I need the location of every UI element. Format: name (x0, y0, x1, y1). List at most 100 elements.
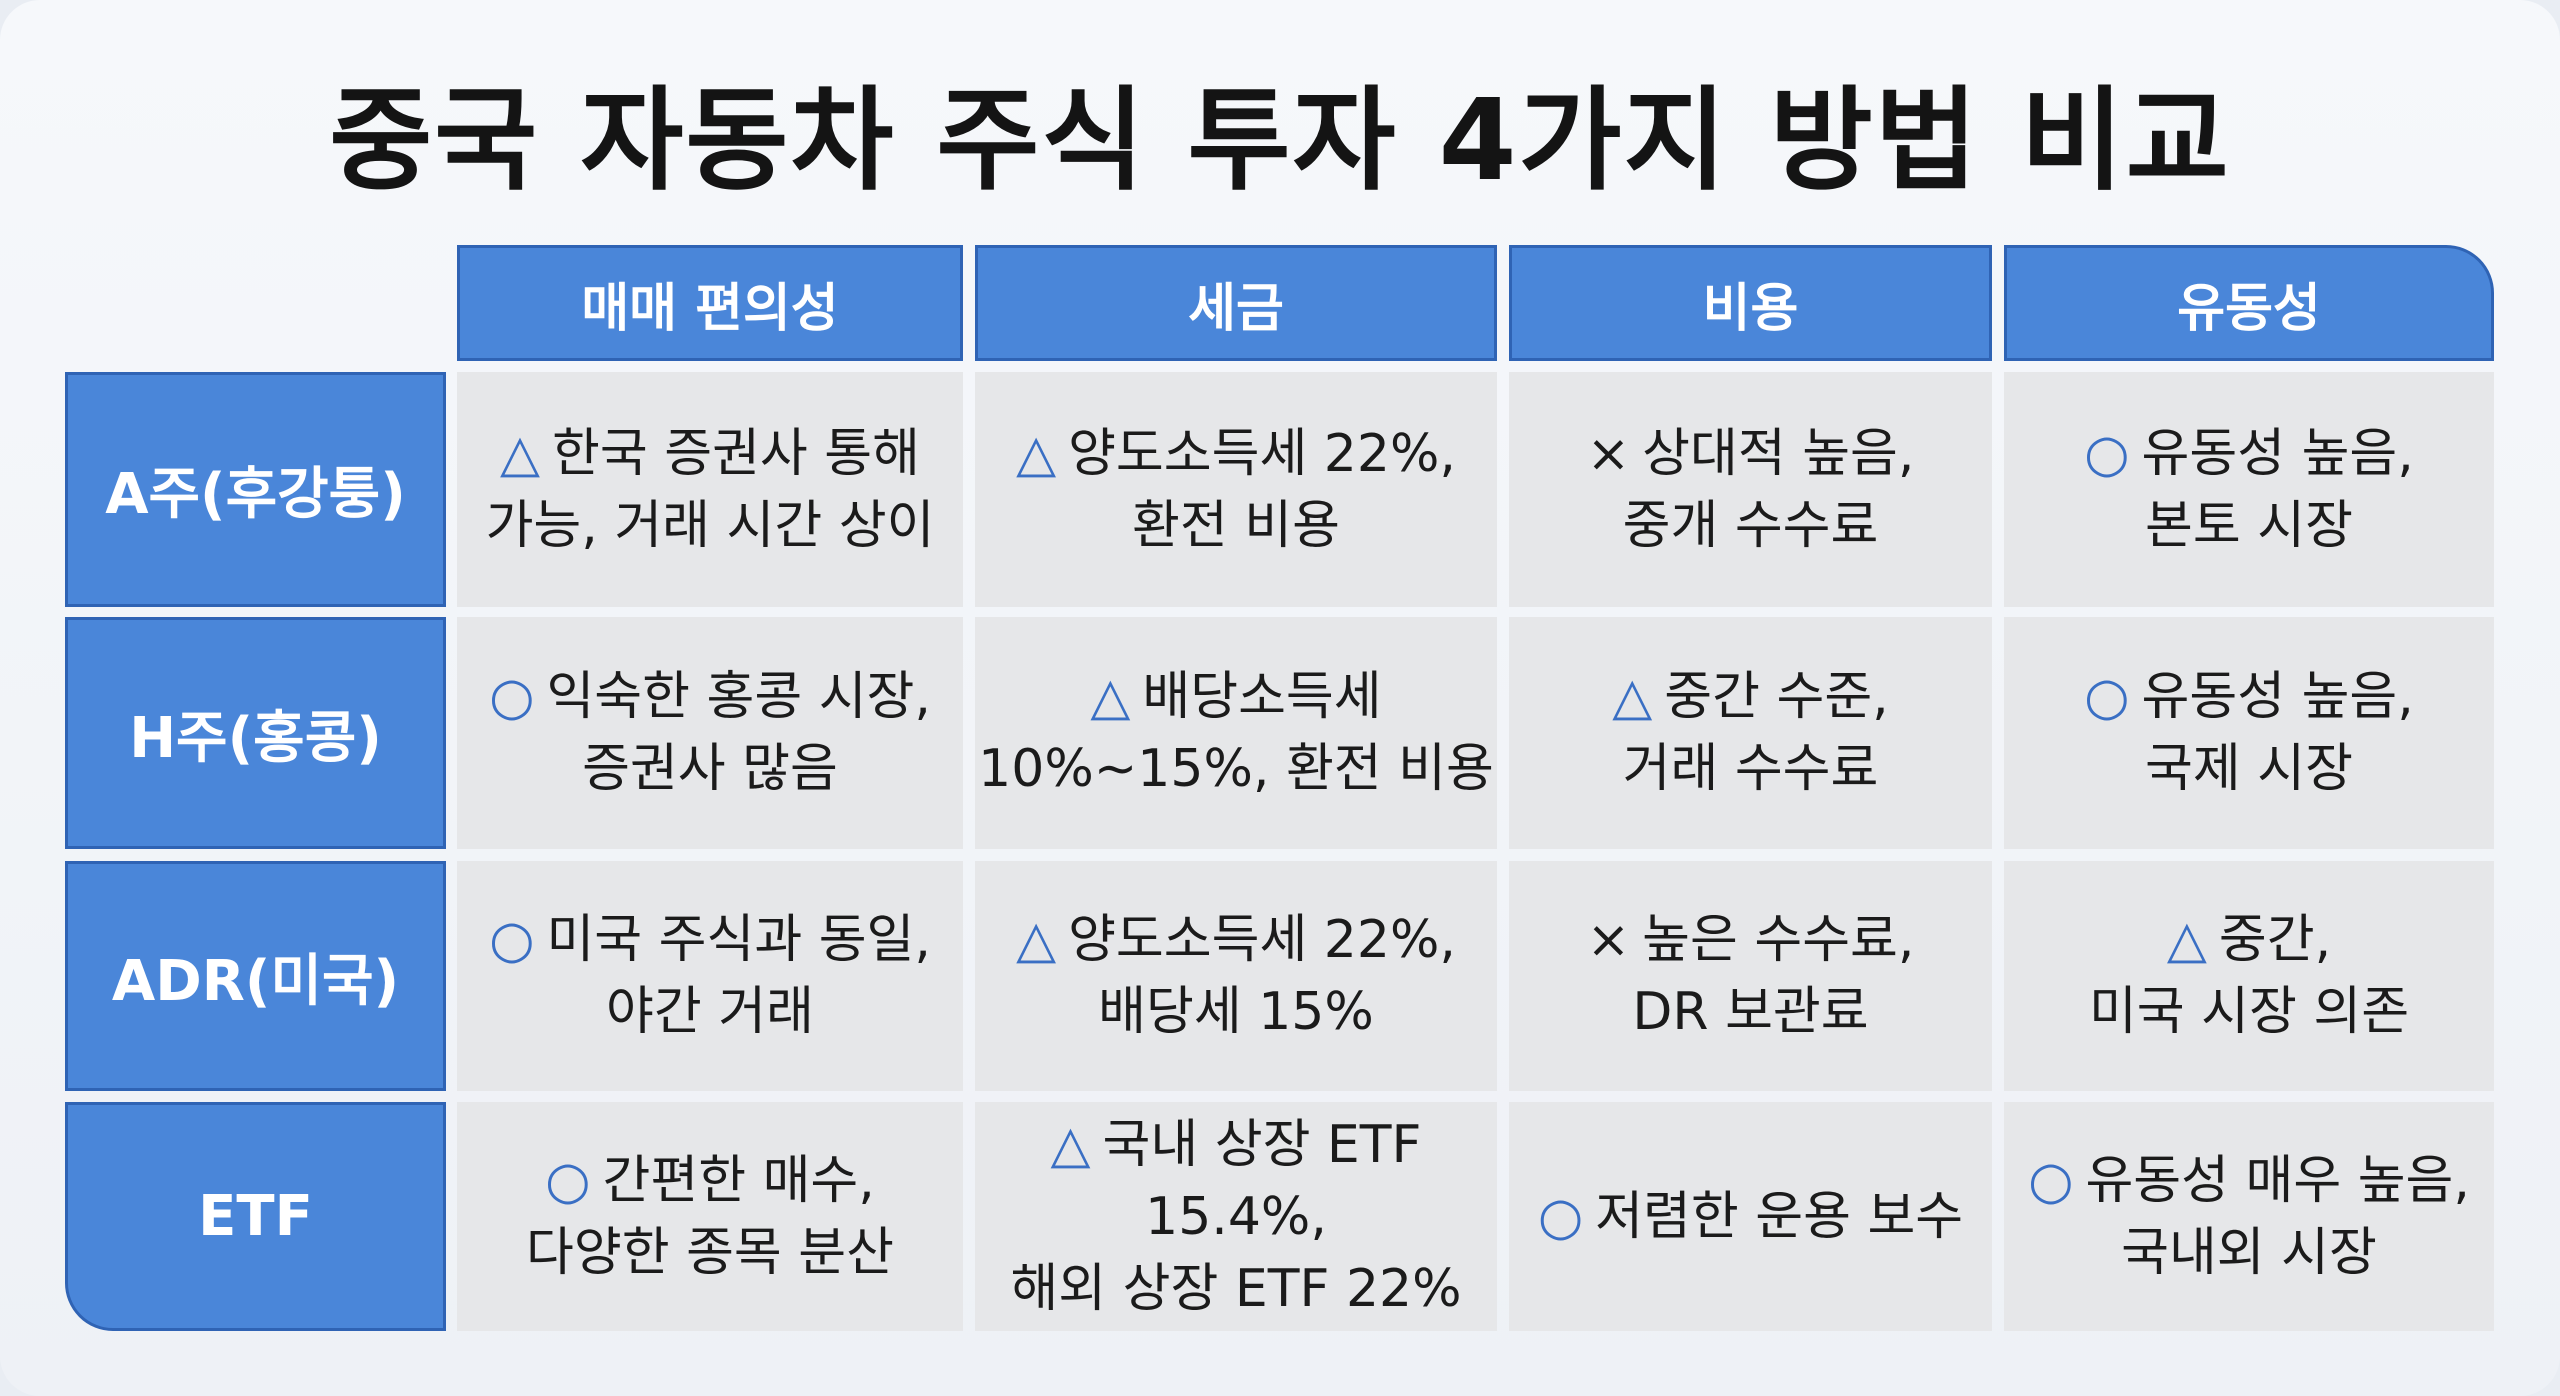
cell-line: 다양한 종목 분산 (526, 1217, 894, 1289)
status-symbol: △ (1016, 423, 1057, 484)
cell-line: ○ 유동성 높음, (2084, 661, 2414, 733)
cell-line: △ 배당소득세 (1090, 661, 1381, 733)
cell-line: 가능, 거래 시간 상이 (486, 490, 935, 562)
cell-line: × 상대적 높음, (1587, 418, 1915, 490)
cell-line: 야간 거래 (606, 976, 814, 1048)
column-header: 유동성 (2004, 245, 2494, 361)
cell-text: 국내외 시장 (2121, 1222, 2377, 1283)
cell-text: 배당소득세 (1142, 667, 1382, 727)
row-label: H주(홍콩) (65, 617, 446, 849)
table-cell: ○ 유동성 높음, 국제 시장 (2004, 617, 2494, 849)
column-header: 매매 편의성 (457, 245, 963, 361)
cell-line: △ 한국 증권사 통해 (500, 418, 920, 490)
status-symbol: × (1586, 910, 1631, 970)
cell-line: 환전 비용 (1132, 490, 1340, 562)
table-cell: △ 국내 상장 ETF 15.4%, 해외 상장 ETF 22% (975, 1102, 1497, 1331)
cell-line: △ 양도소득세 22%, (1016, 418, 1456, 490)
cell-text: 중간, (2218, 910, 2332, 970)
status-symbol: ○ (2084, 423, 2130, 484)
cell-text: 중개 수수료 (1622, 495, 1879, 556)
table-cell: × 높은 수수료, DR 보관료 (1509, 861, 1992, 1091)
cell-line: 국제 시장 (2145, 733, 2353, 805)
row-label: A주(후강퉁) (65, 372, 446, 607)
cell-text: 배당세 15% (1098, 982, 1374, 1042)
status-symbol: △ (500, 423, 541, 484)
cell-text: DR 보관료 (1632, 982, 1869, 1042)
cell-line: 본토 시장 (2145, 490, 2353, 562)
cell-line: ○ 익숙한 홍콩 시장, (489, 661, 931, 733)
table-cell: △ 배당소득세 10%~15%, 환전 비용 (975, 617, 1497, 849)
cell-text: 상대적 높음, (1642, 423, 1915, 484)
table-cell: × 상대적 높음, 중개 수수료 (1509, 372, 1992, 607)
cell-line: 중개 수수료 (1623, 490, 1879, 562)
cell-line: △ 중간, (2167, 904, 2331, 976)
status-symbol: △ (1090, 667, 1131, 727)
cell-text: 증권사 많음 (582, 739, 838, 799)
cell-text: 한국 증권사 통해 (552, 423, 920, 484)
cell-line: 해외 상장 ETF 22% (1010, 1253, 1461, 1325)
table-cell: △ 양도소득세 22%, 환전 비용 (975, 372, 1497, 607)
cell-line: 증권사 많음 (582, 733, 838, 805)
cell-line: 배당세 15% (1098, 976, 1374, 1048)
cell-text: 중간 수준, (1664, 667, 1889, 727)
cell-text: 유동성 높음, (2141, 423, 2414, 484)
cell-line: ○ 유동성 높음, (2084, 418, 2414, 490)
table-cell: ○ 미국 주식과 동일, 야간 거래 (457, 861, 963, 1091)
cell-line: ○ 미국 주식과 동일, (489, 904, 931, 976)
cell-text: 간편한 매수, (602, 1150, 875, 1211)
status-symbol: △ (1016, 910, 1057, 970)
table-cell: ○ 유동성 매우 높음, 국내외 시장 (2004, 1102, 2494, 1331)
row-label: ADR(미국) (65, 861, 446, 1091)
table-cell: ○ 간편한 매수, 다양한 종목 분산 (457, 1102, 963, 1331)
cell-text: 환전 비용 (1132, 495, 1340, 556)
status-symbol: ○ (489, 910, 535, 970)
status-symbol: × (1586, 423, 1631, 484)
table-cell: △ 한국 증권사 통해 가능, 거래 시간 상이 (457, 372, 963, 607)
cell-line: △ 중간 수준, (1612, 661, 1888, 733)
cell-text: 야간 거래 (606, 982, 814, 1042)
row-label: ETF (65, 1102, 446, 1331)
cell-text: 양도소득세 22%, (1068, 910, 1456, 970)
cell-line: 거래 수수료 (1623, 733, 1879, 805)
cell-line: △ 국내 상장 ETF 15.4%, (975, 1109, 1497, 1253)
table-cell: ○ 익숙한 홍콩 시장, 증권사 많음 (457, 617, 963, 849)
cell-text: 국내 상장 ETF 15.4%, (1102, 1114, 1422, 1247)
table-cell: ○ 저렴한 운용 보수 (1509, 1102, 1992, 1331)
cell-text: 다양한 종목 분산 (526, 1222, 894, 1283)
cell-text: 해외 상장 ETF 22% (1010, 1258, 1462, 1319)
cell-text: 높은 수수료, (1642, 910, 1915, 970)
status-symbol: ○ (489, 667, 535, 727)
cell-line: ○ 간편한 매수, (545, 1145, 875, 1217)
cell-text: 미국 시장 의존 (2088, 982, 2410, 1042)
cell-text: 익숙한 홍콩 시장, (546, 667, 931, 727)
cell-line: ○ 저렴한 운용 보수 (1538, 1181, 1963, 1253)
cell-line: × 높은 수수료, (1587, 904, 1915, 976)
status-symbol: ○ (2084, 667, 2130, 727)
cell-text: 양도소득세 22%, (1068, 423, 1456, 484)
cell-line: DR 보관료 (1632, 976, 1868, 1048)
title: 중국 자동차 주식 투자 4가지 방법 비교 (329, 76, 2231, 206)
cell-text: 유동성 매우 높음, (2085, 1150, 2470, 1211)
table-cell: △ 양도소득세 22%, 배당세 15% (975, 861, 1497, 1091)
cell-line: 국내외 시장 (2121, 1217, 2377, 1289)
cell-line: 미국 시장 의존 (2089, 976, 2409, 1048)
status-symbol: ○ (2028, 1150, 2074, 1211)
table-cell: ○ 유동성 높음, 본토 시장 (2004, 372, 2494, 607)
cell-text: 유동성 높음, (2141, 667, 2414, 727)
status-symbol: ○ (545, 1150, 591, 1211)
status-symbol: △ (1612, 667, 1653, 727)
column-header: 세금 (975, 245, 1497, 361)
cell-text: 저렴한 운용 보수 (1595, 1186, 1964, 1247)
cell-line: 10%~15%, 환전 비용 (978, 733, 1494, 805)
status-symbol: ○ (1537, 1186, 1584, 1247)
table-cell: △ 중간, 미국 시장 의존 (2004, 861, 2494, 1091)
cell-text: 국제 시장 (2145, 739, 2353, 799)
cell-text: 본토 시장 (2145, 495, 2353, 556)
status-symbol: △ (2166, 910, 2207, 970)
table-cell: △ 중간 수준, 거래 수수료 (1509, 617, 1992, 849)
cell-text: 가능, 거래 시간 상이 (485, 495, 935, 556)
cell-text: 미국 주식과 동일, (546, 910, 931, 970)
cell-line: △ 양도소득세 22%, (1016, 904, 1456, 976)
column-header: 비용 (1509, 245, 1992, 361)
